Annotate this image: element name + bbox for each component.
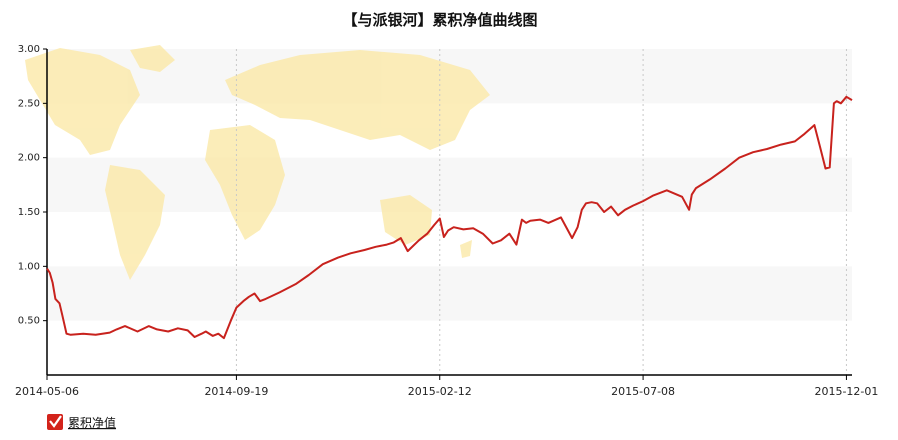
y-tick-label: 2.00 <box>18 153 40 164</box>
y-tick-label: 1.00 <box>18 261 40 272</box>
x-tick-label: 2014-05-06 <box>15 385 79 398</box>
x-tick-label: 2015-12-01 <box>814 385 878 398</box>
x-axis-ticks: 2014-05-06 2014-09-19 2015-02-12 2015-07-08… <box>15 375 878 398</box>
legend[interactable]: 累积净值 <box>47 414 116 430</box>
grid-band <box>47 157 852 212</box>
series-line-nav <box>46 95 853 340</box>
vertical-grid <box>235 49 847 375</box>
check-icon <box>49 415 62 428</box>
grid-band <box>47 266 852 321</box>
y-tick-label: 3.00 <box>18 44 40 55</box>
world-map-watermark <box>25 45 490 280</box>
legend-label[interactable]: 累积净值 <box>68 415 116 430</box>
x-tick-label: 2015-02-12 <box>408 385 472 398</box>
y-tick-label: 2.50 <box>18 98 40 109</box>
y-axis-ticks: 0.50 1.00 1.50 2.00 2.50 3.00 <box>18 44 47 327</box>
x-tick-label: 2015-07-08 <box>611 385 675 398</box>
y-tick-label: 1.50 <box>18 207 40 218</box>
chart-title: 【与派银河】累积净值曲线图 <box>342 11 537 29</box>
grid-bands <box>47 49 852 321</box>
x-tick-label: 2014-09-19 <box>204 385 268 398</box>
y-tick-label: 0.50 <box>18 316 40 327</box>
